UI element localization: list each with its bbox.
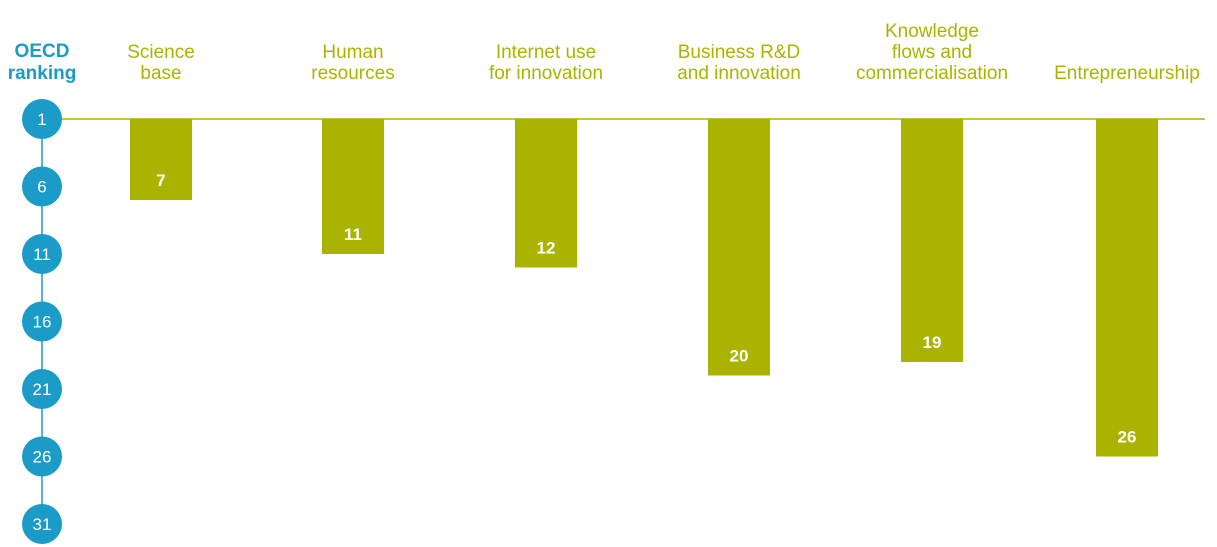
rank-tick-1: 1 [22,99,62,139]
bar-value-label: 11 [344,225,362,244]
bars: 7 11 12 20 19 26 [130,119,1158,457]
rank-tick-circle [22,234,62,274]
rank-tick-label: 26 [33,448,52,467]
rank-tick-label: 31 [33,515,52,534]
rank-tick-circle [22,99,62,139]
rank-tick-21: 21 [22,369,62,409]
category-label-line: for innovation [489,63,603,84]
rank-tick-circle [22,504,62,544]
rank-tick-circle [22,369,62,409]
bar-human-resources [322,119,384,254]
rank-tick-circle [22,301,62,342]
bar-value-label: 20 [730,347,749,366]
category-label-line: Internet use [496,42,596,63]
category-label-line: Human [322,42,383,63]
bar-value-label: 26 [1118,428,1137,447]
bar-science-base [130,119,192,200]
bar-entrepreneurship [1096,119,1158,457]
rank-tick-circle [22,166,62,207]
category-label-line: base [140,63,181,84]
category-label-entrepreneurship: Entrepreneurship [1054,63,1200,84]
rank-tick-label: 6 [37,178,46,197]
bar-knowledge-flows-and-commercialisation [901,119,963,362]
category-label-line: Entrepreneurship [1054,63,1200,84]
rank-tick-11: 11 [22,234,62,274]
rank-tick-label: 21 [33,380,52,399]
category-label-line: Business R&D [678,42,801,63]
category-label-line: and innovation [677,63,801,84]
category-label-line: Knowledge [885,21,979,42]
rank-tick-6: 6 [22,166,62,207]
rank-tick-label: 1 [37,110,46,129]
category-label-line: resources [311,63,394,84]
bar-value-label: 19 [923,333,942,352]
axis-title-line-1: OECD [15,41,70,62]
bar-business-r-d-and-innovation [708,119,770,376]
bar-internet-use-for-innovation [515,119,577,268]
rank-tick-label: 11 [33,245,51,264]
category-label-line: Science [127,42,195,63]
rank-tick-16: 16 [22,301,62,342]
rank-tick-circle [22,436,62,477]
category-label-line: flows and [892,42,972,63]
rank-tick-31: 31 [22,504,62,544]
rank-tick-label: 16 [33,313,52,332]
bar-value-label: 12 [537,239,556,258]
rank-tick-26: 26 [22,436,62,477]
axis-title-line-2: ranking [8,63,77,84]
bar-value-label: 7 [156,171,165,190]
category-label-line: commercialisation [856,63,1008,84]
